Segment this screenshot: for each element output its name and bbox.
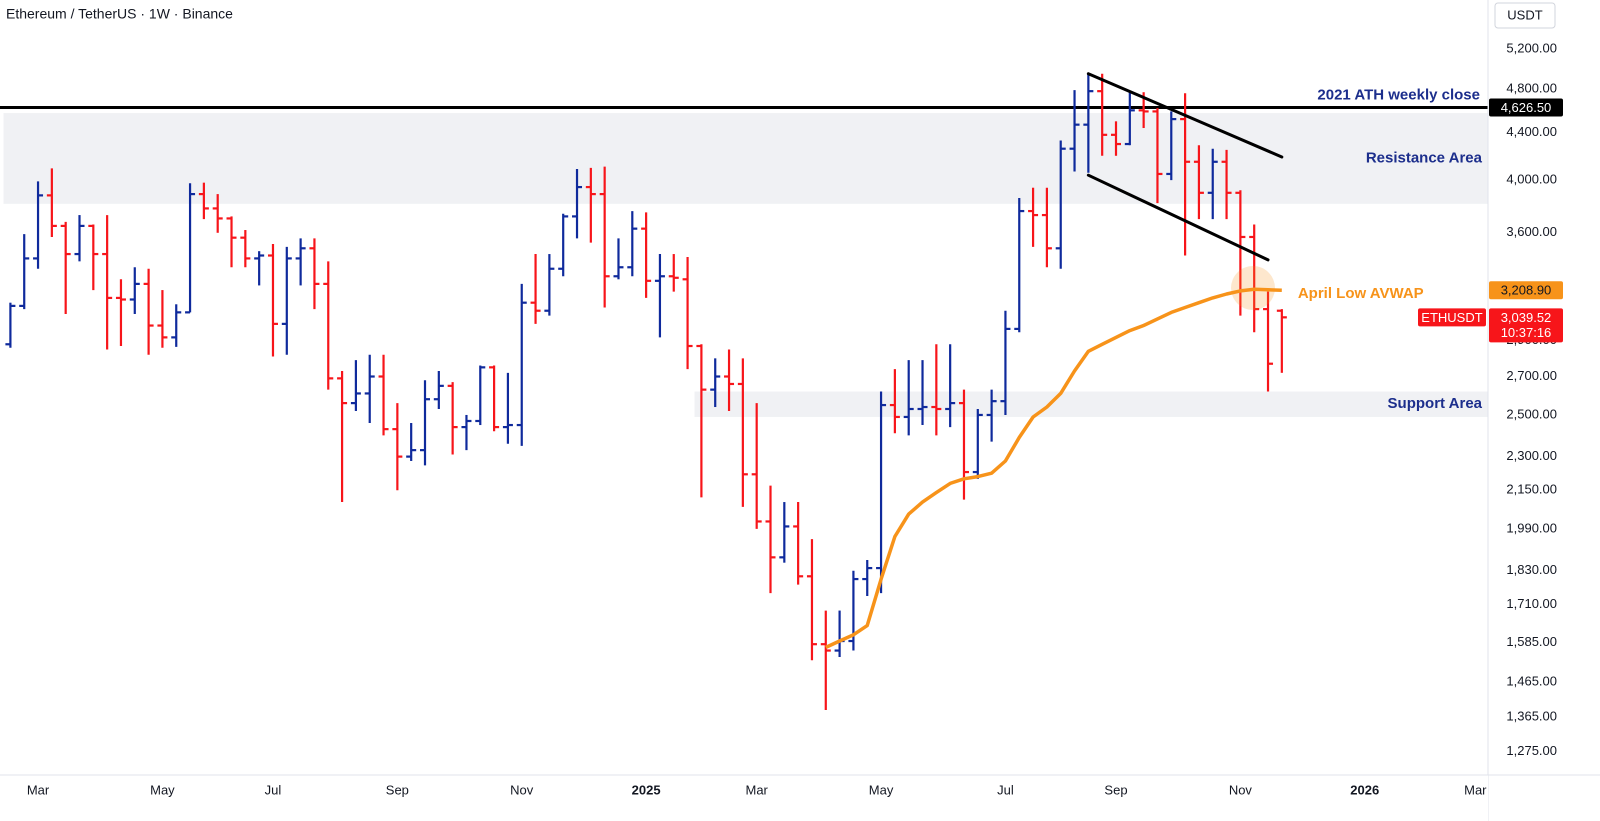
y-tick-label: 2,150.00 — [1506, 482, 1557, 497]
y-tick-label: 2,700.00 — [1506, 368, 1557, 383]
price-tag — [1489, 281, 1563, 300]
axes: 5,200.00 4,800.00 4,400.00 4,000.00 3,600.00… — [27, 41, 1557, 798]
x-tick-label: 2025 — [632, 782, 661, 797]
symbol-tag-label: ETHUSDT — [1421, 310, 1482, 325]
price-axis-panel — [1488, 0, 1600, 821]
y-tick-label: 4,800.00 — [1506, 81, 1557, 96]
x-tick-label: Jul — [265, 782, 282, 797]
y-tick-label: 4,400.00 — [1506, 124, 1557, 139]
zone-label: Support Area — [1388, 395, 1483, 412]
currency: USDT — [1507, 7, 1542, 22]
x-tick-label: Mar — [745, 782, 768, 797]
y-tick-label: 5,200.00 — [1506, 41, 1557, 56]
x-tick-label: Nov — [1229, 782, 1253, 797]
trend-line — [1086, 173, 1270, 262]
zone — [3, 113, 1489, 204]
price-tag-label: 4,626.50 — [1501, 100, 1552, 115]
y-tick-label: 1,275.00 — [1506, 743, 1557, 758]
symbol-tag — [1418, 308, 1486, 327]
y-tick-label: 1,710.00 — [1506, 596, 1557, 611]
y-tick-label: 1,465.00 — [1506, 673, 1557, 688]
y-tick-label: 1,585.00 — [1506, 634, 1557, 649]
zone — [694, 391, 1488, 417]
chart-title: Ethereum / TetherUS · 1W · Binance — [6, 6, 233, 22]
time-axis-panel — [0, 775, 1488, 821]
x-tick-label: Jul — [997, 782, 1014, 797]
y-tick-label: 4,000.00 — [1506, 172, 1557, 187]
x-tick-label: Mar — [27, 782, 50, 797]
plot-area — [0, 73, 1489, 710]
overlay: Resistance Area Support Area 2021 ATH week… — [825, 72, 1483, 649]
x-tick-label: May — [869, 782, 894, 797]
currency-box[interactable] — [1494, 2, 1556, 29]
y-tick-label: 2,300.00 — [1506, 448, 1557, 463]
x-tick-label: Sep — [386, 782, 409, 797]
trend-line — [1086, 72, 1284, 159]
zone-label: Resistance Area — [1366, 149, 1483, 166]
x-tick-label: Nov — [510, 782, 534, 797]
y-tick-label: 1,990.00 — [1506, 520, 1557, 535]
x-tick-label: May — [150, 782, 175, 797]
y-tick-label: 2,500.00 — [1506, 406, 1557, 421]
horizontal-line-label: 2021 ATH weekly close — [1317, 86, 1480, 103]
avwap-line — [825, 287, 1282, 649]
y-tick-label: 1,830.00 — [1506, 562, 1557, 577]
price-tag-label: 3,208.90 — [1501, 283, 1552, 298]
x-tick-label: 2026 — [1350, 782, 1379, 797]
y-tick-label: 3,600.00 — [1506, 224, 1557, 239]
last-price-tag — [1489, 308, 1563, 343]
price-tag — [1489, 98, 1563, 117]
avwap-label: April Low AVWAP — [1298, 285, 1424, 302]
last-price-label: 3,039.52 — [1501, 310, 1552, 325]
countdown-label: 10:37:16 — [1501, 325, 1552, 340]
y-tick-label: 1,365.00 — [1506, 709, 1557, 724]
x-tick-label: Sep — [1104, 782, 1127, 797]
x-tick-label: Mar — [1464, 782, 1487, 797]
